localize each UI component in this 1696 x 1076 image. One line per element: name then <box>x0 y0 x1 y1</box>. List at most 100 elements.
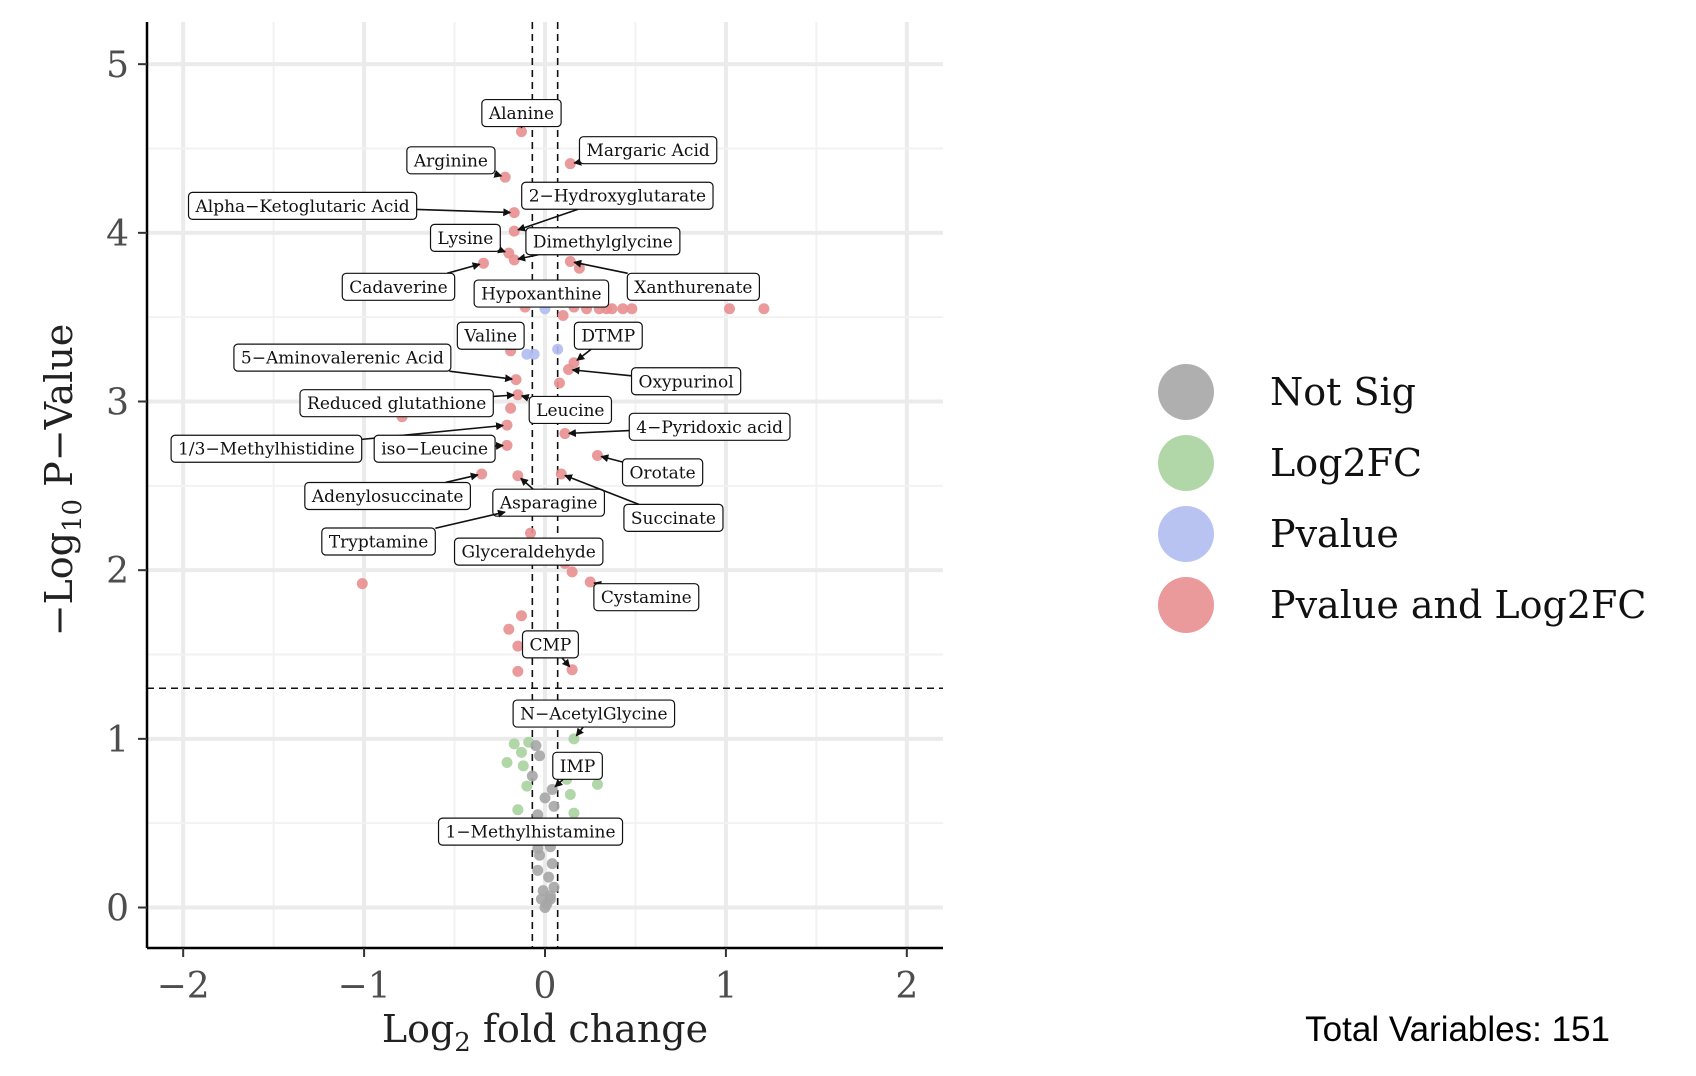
data-point <box>555 468 567 480</box>
data-point <box>521 348 533 360</box>
point-label-text: CMP <box>529 635 571 655</box>
data-point <box>501 419 513 431</box>
data-point <box>617 303 629 315</box>
point-label: Alpha−Ketoglutaric Acid <box>187 191 512 220</box>
point-label-box <box>373 434 496 463</box>
y-tick-label: 1 <box>106 720 129 761</box>
point-label-arrow <box>600 454 623 463</box>
legend: Not Sig Log2FC Pvalue Pvalue and Log2FC <box>1158 364 1646 633</box>
total-variables-caption: Total Variables: 151 <box>1305 1010 1610 1049</box>
point-label: Lysine <box>429 223 506 254</box>
point-label-arrow <box>573 259 628 275</box>
data-point <box>499 171 511 183</box>
point-label: Margaric Acid <box>573 136 718 166</box>
point-label-arrow <box>449 370 514 383</box>
point-label-text: N−AcetylGlycine <box>520 705 667 725</box>
data-point <box>477 257 489 269</box>
point-label-box <box>623 503 724 532</box>
point-label-box <box>406 146 496 175</box>
data-point <box>559 428 571 440</box>
point-label-arrow <box>416 208 512 217</box>
point-label-arrow <box>571 366 632 377</box>
data-point <box>508 738 520 750</box>
point-label-box <box>521 630 579 659</box>
point-label: Alanine <box>481 98 562 129</box>
point-label-text: Reduced glutathione <box>307 394 486 414</box>
point-label: Tryptamine <box>321 509 506 556</box>
legend-label: Log2FC <box>1270 441 1422 485</box>
axes: −2 −1 0 1 2 0 1 2 3 4 5 <box>106 22 943 1007</box>
point-label-box <box>593 583 700 612</box>
point-label: Glyceraldehyde <box>453 537 604 566</box>
data-point <box>548 800 560 812</box>
data-point <box>508 207 520 219</box>
data-point <box>505 402 517 414</box>
point-label-box <box>481 98 562 128</box>
data-point <box>508 225 520 237</box>
point-label-box <box>630 367 742 396</box>
point-label-box <box>233 343 452 372</box>
point-label-arrow <box>445 472 479 484</box>
data-point <box>626 303 638 315</box>
data-point <box>501 756 513 768</box>
data-point <box>515 610 527 622</box>
point-label: IMP <box>552 751 603 788</box>
point-label-text: Arginine <box>413 151 488 171</box>
y-tick-label: 3 <box>106 383 129 424</box>
data-point <box>510 374 522 386</box>
legend-label: Pvalue <box>1270 512 1399 556</box>
point-label-text: Oxypurinol <box>639 372 734 392</box>
point-label-text: 4−Pyridoxic acid <box>636 418 783 438</box>
point-label: 2−Hydroxyglutarate <box>517 181 714 232</box>
point-label-text: 2−Hydroxyglutarate <box>529 187 706 207</box>
point-label-box <box>512 699 676 728</box>
point-label-box <box>341 272 456 301</box>
point-label-box <box>628 412 791 441</box>
point-label: Hypoxanthine <box>473 279 610 308</box>
point-label: 4−Pyridoxic acid <box>567 412 791 441</box>
point-label-text: Dimethylglycine <box>533 232 673 252</box>
point-label-box <box>187 191 418 220</box>
point-label-text: IMP <box>560 757 596 777</box>
point-label-text: Xanthurenate <box>634 278 752 298</box>
legend-swatch <box>1158 506 1214 562</box>
point-label-arrow <box>567 429 630 438</box>
legend-swatch <box>1158 577 1214 633</box>
point-label: CMP <box>521 630 579 668</box>
legend-swatch <box>1158 364 1214 420</box>
data-point <box>606 303 618 315</box>
point-label-text: Glyceraldehyde <box>462 543 596 563</box>
point-label-arrow <box>561 657 571 668</box>
point-label-box <box>492 488 606 517</box>
point-label-arrow <box>575 726 584 737</box>
legend-item: Log2FC <box>1158 435 1422 491</box>
point-label-text: Asparagine <box>499 494 598 514</box>
point-label: Succinate <box>564 474 724 532</box>
data-point <box>591 778 603 790</box>
data-point <box>724 303 736 315</box>
legend-item: Pvalue and Log2FC <box>1158 577 1646 633</box>
x-tick-label: 0 <box>534 966 557 1007</box>
data-point <box>553 377 565 389</box>
point-label-arrow <box>520 393 530 402</box>
data-point <box>568 807 580 819</box>
y-tick-label: 2 <box>106 551 129 592</box>
point-label: Cystamine <box>593 580 700 612</box>
x-tick-label: 1 <box>714 966 737 1007</box>
point-label: Asparagine <box>492 477 606 517</box>
data-point <box>564 256 576 268</box>
y-axis-title: −Log10 P−Value <box>37 324 88 637</box>
point-label-arrow <box>517 208 579 232</box>
legend-swatch <box>1158 435 1214 491</box>
point-label-box <box>429 223 501 252</box>
data-point <box>503 623 515 635</box>
point-label-arrow <box>435 509 506 530</box>
point-label-text: 1−Methylhistamine <box>446 823 616 843</box>
y-tick-label: 0 <box>106 889 129 930</box>
point-label: 5−Aminovalerenic Acid <box>233 343 514 383</box>
point-label-box <box>473 279 610 308</box>
data-point <box>512 665 524 677</box>
point-label: Oxypurinol <box>571 366 742 396</box>
data-point <box>532 864 544 876</box>
